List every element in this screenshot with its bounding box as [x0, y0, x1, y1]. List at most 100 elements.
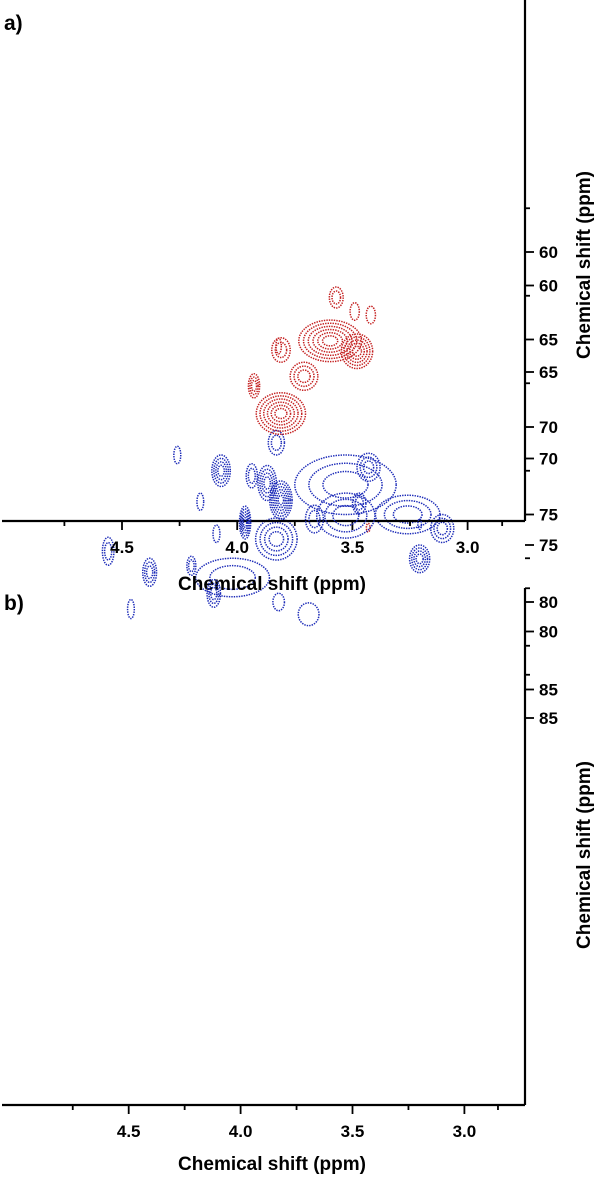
contour-level — [436, 521, 449, 536]
contour-level — [351, 492, 367, 515]
contour-level — [250, 379, 258, 392]
contour-level — [289, 361, 319, 391]
contour-level — [238, 505, 252, 540]
contour-level — [268, 530, 285, 548]
contour-level — [215, 461, 228, 481]
x-tick-label: 4.0 — [225, 538, 249, 557]
contour-level — [196, 492, 205, 512]
contour-level — [209, 564, 257, 591]
contour-level — [321, 335, 339, 347]
contour-peak — [328, 286, 344, 309]
contour-level — [324, 498, 368, 533]
contour-level — [297, 602, 320, 627]
contour-level — [145, 565, 154, 580]
contour-level — [213, 457, 230, 484]
contour-level — [270, 483, 292, 517]
contour-level — [211, 454, 232, 488]
y-tick-label: 80 — [539, 623, 558, 642]
contour-level — [206, 578, 222, 609]
contour-level — [362, 460, 375, 475]
contour-level — [259, 468, 276, 498]
contour-level — [217, 464, 226, 477]
contour-level — [240, 511, 250, 534]
y-tick-label: 75 — [539, 506, 558, 525]
contour-level — [298, 319, 363, 363]
contour-level — [267, 429, 286, 456]
contour-level — [392, 505, 423, 524]
y-tick-label: 70 — [539, 418, 558, 437]
contour-level — [332, 504, 360, 527]
contour-level — [308, 509, 321, 529]
contour-level — [315, 492, 376, 539]
y-tick-label: 60 — [539, 277, 558, 296]
contour-level — [194, 557, 271, 598]
contour-level — [349, 302, 361, 321]
x-axis-title: Chemical shift (ppm) — [178, 574, 366, 595]
contour-peak — [141, 557, 158, 587]
contour-level — [261, 472, 274, 494]
contour-level — [210, 586, 218, 601]
contour-level — [351, 345, 363, 357]
contour-level — [239, 508, 251, 537]
contour-level — [346, 339, 368, 364]
contour-peak — [304, 504, 325, 534]
panel-label: b) — [4, 592, 24, 615]
contour-level — [266, 401, 296, 426]
y-axis-title: Chemical shift (ppm) — [574, 171, 595, 359]
contour-peak — [212, 524, 221, 544]
y-ticks: 60 65 70 75 80 85 — [525, 207, 558, 700]
contour-peak — [315, 492, 376, 539]
contour-level — [274, 488, 288, 512]
contour-peak — [254, 517, 298, 561]
contour-level — [254, 517, 298, 561]
contour-level — [101, 536, 115, 566]
contour-peak — [272, 592, 286, 612]
contour-level — [263, 526, 289, 552]
contour-level — [270, 404, 292, 423]
contour-level — [271, 337, 291, 363]
contour-level — [343, 336, 371, 367]
contour-level — [411, 547, 429, 571]
y-tick-label: 65 — [539, 331, 558, 350]
contour-level — [383, 499, 432, 530]
contour-level — [359, 456, 378, 479]
y-tick-label: 65 — [539, 363, 558, 382]
contour-level — [257, 464, 278, 502]
contour-level — [272, 486, 290, 515]
contour-level — [241, 514, 249, 531]
contour-level — [242, 517, 248, 528]
y-tick-label: 75 — [539, 536, 558, 555]
contour-level — [259, 395, 303, 432]
contour-level — [340, 333, 374, 370]
contour-peak — [211, 454, 232, 488]
x-tick-label: 3.0 — [453, 1122, 477, 1141]
contour-peak — [194, 557, 271, 598]
contour-level — [365, 305, 377, 325]
contour-level — [331, 290, 342, 305]
x-ticks: 4.5 4.0 3.5 3.0 — [63, 521, 504, 557]
contour-level — [270, 434, 283, 452]
contour-level — [429, 513, 455, 544]
contour-level — [433, 517, 452, 540]
contour-level — [317, 331, 344, 350]
contour-level — [307, 325, 353, 357]
contour-peak — [289, 361, 319, 391]
contour-peak — [340, 333, 374, 370]
contour-level — [356, 452, 381, 482]
contour-level — [297, 369, 311, 384]
contour-peak — [417, 518, 423, 531]
y-tick-label: 60 — [539, 243, 558, 262]
contour-level — [249, 376, 259, 396]
contour-level — [263, 476, 272, 490]
contour-level — [415, 553, 424, 565]
panel-b: b) 4.5 4.0 3.5 3.0 60 65 70 75 80 85 Chemical sh… — [2, 277, 595, 1175]
contour-level — [308, 462, 383, 507]
contour-peak — [365, 305, 377, 325]
contour-level — [408, 544, 431, 574]
contour-peak — [247, 372, 261, 399]
y-tick-label: 85 — [539, 681, 558, 700]
y-ticks: 60 65 70 75 80 85 — [525, 277, 558, 728]
contour-level — [212, 524, 221, 544]
x-tick-label: 4.5 — [110, 538, 134, 557]
